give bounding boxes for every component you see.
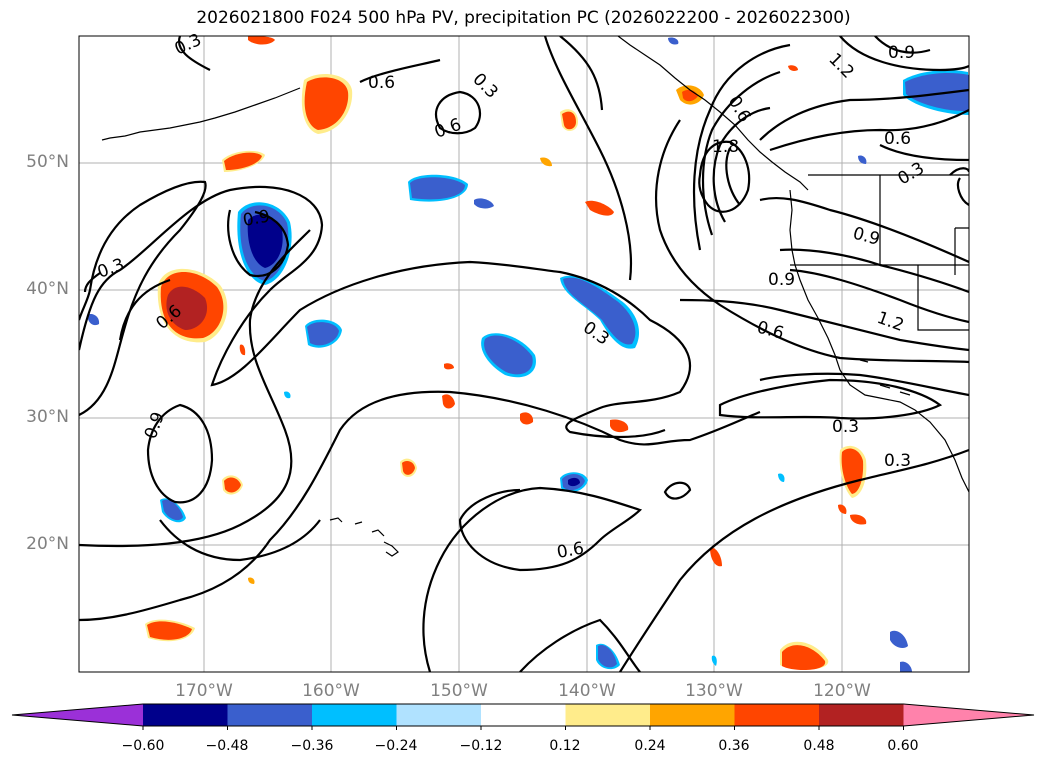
lon-label-150w: 150°W bbox=[430, 681, 488, 701]
contour-label: 0.6 bbox=[555, 539, 585, 563]
colorbar-tick-label: −0.24 bbox=[374, 738, 418, 754]
plot-frame bbox=[78, 35, 970, 673]
colorbar bbox=[11, 703, 1035, 730]
colorbar-segment bbox=[481, 704, 566, 726]
contour-label: 0.3 bbox=[884, 451, 911, 471]
lat-label-40n: 40°N bbox=[26, 279, 69, 299]
lon-label-140w: 140°W bbox=[558, 681, 616, 701]
lon-label-130w: 130°W bbox=[685, 681, 743, 701]
pv-contours bbox=[79, 36, 969, 672]
colorbar-tick-label: −0.60 bbox=[121, 738, 165, 754]
precip-positive bbox=[145, 36, 867, 671]
colorbar-segment bbox=[650, 704, 735, 726]
colorbar-extend-max bbox=[903, 704, 1034, 726]
colorbar-segment bbox=[312, 704, 397, 726]
contour-label: 0.9 bbox=[888, 43, 915, 63]
colorbar-segment bbox=[227, 704, 313, 726]
colorbar-tick-label: 0.24 bbox=[634, 738, 666, 754]
lat-label-30n: 30°N bbox=[26, 407, 69, 427]
colorbar-tick-label: 0.36 bbox=[718, 738, 750, 754]
contour-label: 0.6 bbox=[368, 73, 395, 93]
colorbar-tick-label: 0.60 bbox=[887, 738, 919, 754]
colorbar-segment bbox=[565, 704, 651, 726]
colorbar-tick-label: 0.48 bbox=[803, 738, 835, 754]
map-title: 2026021800 F024 500 hPa PV, precipitatio… bbox=[196, 8, 851, 28]
lon-label-160w: 160°W bbox=[302, 681, 360, 701]
lat-label-50n: 50°N bbox=[26, 152, 69, 172]
contour-label: 0.6 bbox=[884, 129, 911, 149]
colorbar-tick-label: −0.48 bbox=[205, 738, 249, 754]
lat-label-20n: 20°N bbox=[26, 534, 69, 554]
lon-label-170w: 170°W bbox=[175, 681, 233, 701]
colorbar-tick-label: −0.36 bbox=[290, 738, 334, 754]
contour-label: 0.9 bbox=[768, 270, 795, 290]
colorbar-extend-min bbox=[12, 704, 143, 726]
contour-label: 0.9 bbox=[241, 207, 271, 231]
colorbar-segment bbox=[819, 704, 904, 726]
coastlines bbox=[101, 36, 969, 557]
colorbar-segment bbox=[143, 704, 228, 726]
contour-label: 0.3 bbox=[832, 417, 859, 437]
colorbar-segment bbox=[396, 704, 482, 726]
colorbar-segment bbox=[734, 704, 820, 726]
colorbar-tick-label: −0.12 bbox=[459, 738, 503, 754]
colorbar-tick-label: 0.12 bbox=[549, 738, 581, 754]
lon-label-120w: 120°W bbox=[813, 681, 871, 701]
contour-label: 1.8 bbox=[712, 137, 739, 157]
